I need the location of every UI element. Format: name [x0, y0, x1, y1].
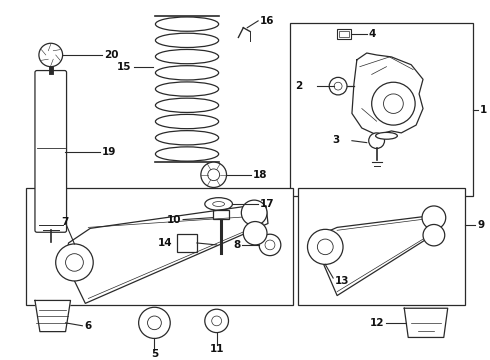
Circle shape [201, 162, 226, 188]
Text: 14: 14 [158, 238, 172, 248]
Ellipse shape [155, 114, 219, 129]
Circle shape [423, 225, 445, 246]
Text: 7: 7 [61, 216, 68, 226]
Text: 4: 4 [368, 28, 376, 39]
Bar [213, 210, 228, 219]
Ellipse shape [155, 82, 219, 96]
Circle shape [372, 82, 415, 125]
Text: 9: 9 [477, 220, 485, 230]
Circle shape [208, 169, 220, 181]
Circle shape [422, 206, 446, 229]
Text: 12: 12 [370, 318, 385, 328]
Text: 2: 2 [295, 81, 302, 91]
Polygon shape [35, 301, 71, 332]
Circle shape [139, 307, 170, 338]
Ellipse shape [155, 66, 219, 80]
Text: 5: 5 [151, 349, 158, 359]
Polygon shape [404, 308, 448, 337]
Text: 8: 8 [233, 240, 241, 250]
Circle shape [39, 43, 63, 67]
Ellipse shape [376, 132, 397, 139]
Circle shape [265, 240, 275, 250]
Circle shape [329, 77, 347, 95]
Polygon shape [318, 216, 438, 296]
Text: 16: 16 [260, 16, 274, 26]
Circle shape [244, 221, 267, 245]
Text: 3: 3 [332, 135, 339, 145]
Circle shape [66, 254, 83, 271]
Ellipse shape [205, 198, 232, 210]
Bar [297, 188, 466, 305]
Circle shape [368, 133, 385, 148]
Text: 20: 20 [104, 50, 119, 60]
Text: 11: 11 [209, 344, 224, 354]
Circle shape [56, 244, 93, 281]
Text: 15: 15 [117, 62, 132, 72]
Bar [26, 188, 293, 305]
Ellipse shape [155, 131, 219, 145]
FancyBboxPatch shape [35, 71, 67, 232]
Ellipse shape [155, 98, 219, 112]
Circle shape [242, 200, 267, 225]
Circle shape [147, 316, 161, 330]
Ellipse shape [213, 202, 224, 206]
Circle shape [334, 82, 342, 90]
Text: 18: 18 [253, 170, 268, 180]
Circle shape [318, 239, 333, 255]
FancyBboxPatch shape [177, 234, 197, 252]
Polygon shape [66, 206, 268, 303]
Text: 1: 1 [480, 105, 488, 116]
Text: 10: 10 [167, 215, 181, 225]
Ellipse shape [155, 17, 219, 31]
Circle shape [308, 229, 343, 264]
Text: 19: 19 [102, 147, 117, 157]
Bar [339, 31, 349, 37]
Text: 17: 17 [260, 199, 275, 209]
Circle shape [384, 94, 403, 113]
Ellipse shape [155, 49, 219, 64]
Ellipse shape [155, 33, 219, 48]
Circle shape [212, 316, 221, 326]
Circle shape [205, 309, 228, 333]
Text: 6: 6 [84, 321, 92, 331]
Circle shape [259, 234, 281, 256]
Ellipse shape [155, 147, 219, 161]
Bar [290, 23, 473, 196]
Bar [337, 29, 351, 39]
Text: 13: 13 [335, 276, 350, 286]
